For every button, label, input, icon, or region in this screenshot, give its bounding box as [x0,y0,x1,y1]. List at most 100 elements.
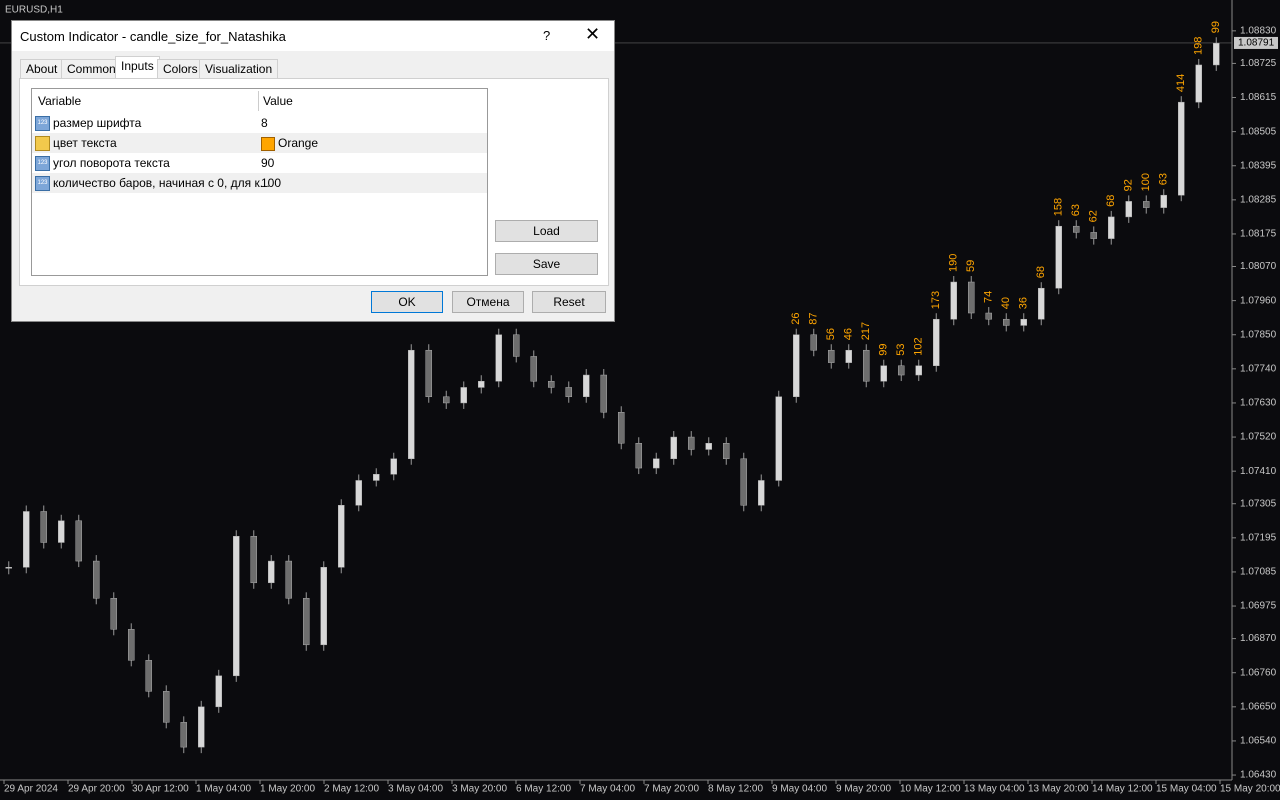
tab[interactable]: Visualization [199,59,279,78]
cell: 90 [261,156,275,170]
tab[interactable]: About [20,59,64,78]
inputs-table: Variable Value 123 размер шрифта 8 цвет те… [31,88,488,276]
size-label: 190 [948,254,960,272]
candle [1178,101,1185,196]
load-button[interactable]: Load [495,220,598,242]
candle [285,560,292,599]
y-tick-label: 1.08615 [1240,92,1277,103]
candle [495,334,502,382]
row[interactable]: 123 количество баров, начиная с 0, для к.… [32,173,487,193]
size-label: 198 [1193,37,1205,55]
size-label: 63 [1158,173,1170,185]
candle [1020,318,1027,326]
candle [40,511,47,543]
x-tick-label: 7 May 04:00 [580,784,635,795]
candle [898,365,905,376]
candle [530,356,537,382]
candle [670,436,677,460]
y-tick-label: 1.07520 [1240,432,1277,443]
candle [758,480,765,506]
candle [128,629,135,661]
x-tick-label: 29 Apr 20:00 [68,784,125,795]
size-label: 414 [1175,74,1187,92]
save-button[interactable]: Save [495,253,598,275]
candle [390,458,397,475]
x-tick-label: 13 May 04:00 [964,784,1025,795]
candle [443,396,450,404]
cell: цвет текста [53,136,117,150]
size-label: 40 [1000,297,1012,309]
candle [163,691,170,723]
x-tick-label: 2 May 12:00 [324,784,379,795]
tab[interactable]: Common [61,59,122,78]
y-tick-label: 1.07085 [1240,567,1277,578]
cell: угол поворота текста [53,156,170,170]
dialog-title: Custom Indicator - candle_size_for_Natas… [20,29,286,44]
size-label: 46 [843,328,855,340]
size-label: 68 [1035,266,1047,278]
candle [75,520,82,562]
y-tick-label: 1.07410 [1240,466,1277,477]
size-label: 74 [983,291,995,303]
x-tick-label: 1 May 20:00 [260,784,315,795]
tab[interactable]: Inputs [115,56,160,79]
cell: Orange [278,136,319,150]
x-tick-label: 3 May 04:00 [388,784,443,795]
candle [548,380,555,388]
row[interactable]: 123 угол поворота текста 90 [32,153,487,173]
candle [933,318,940,366]
candle [1213,43,1220,66]
candle [338,505,345,568]
y-tick-label: 1.08285 [1240,194,1277,205]
y-tick-label: 1.08725 [1240,58,1277,69]
current-price: 1.08791 [1238,38,1275,49]
price-box [1234,36,1278,49]
symbol-label: EURUSD,H1 [5,5,63,16]
row[interactable]: 123 размер шрифта 8 [32,113,487,133]
cell: 8 [261,116,268,130]
candle [915,365,922,376]
candle [845,349,852,363]
size-label: 217 [860,322,872,340]
y-tick-label: 1.07740 [1240,363,1277,374]
candle [740,458,747,506]
candle [600,374,607,413]
size-label: 62 [1088,210,1100,222]
candle [513,334,520,357]
size-label: 100 [1140,173,1152,191]
candle [723,443,730,460]
x-tick-label: 30 Apr 12:00 [132,784,189,795]
size-label: 87 [808,312,820,324]
candle [250,536,257,584]
candle [1038,287,1045,320]
x-tick-label: 14 May 12:00 [1092,784,1153,795]
candle [985,312,992,320]
candle [303,598,310,646]
x-tick-label: 13 May 20:00 [1028,784,1089,795]
x-tick-label: 3 May 20:00 [452,784,507,795]
cancel-button[interactable]: Отмена [452,291,524,313]
y-tick-label: 1.06650 [1240,701,1277,712]
size-label: 68 [1105,195,1117,207]
y-tick-label: 1.08175 [1240,229,1277,240]
close-button[interactable]: ✕ [585,24,601,44]
candle [145,660,152,692]
y-tick-label: 1.08070 [1240,261,1277,272]
candle [198,706,205,748]
candle [460,387,467,404]
row[interactable]: цвет текста Orange [32,133,487,153]
x-tick-label: 7 May 20:00 [644,784,699,795]
y-tick-label: 1.06870 [1240,633,1277,644]
ok-button[interactable]: OK [371,291,443,313]
candle [583,374,590,397]
candle [1160,194,1167,208]
help-button[interactable]: ? [543,28,551,43]
candle [1143,201,1150,208]
candle [968,281,975,314]
tab[interactable]: Colors [157,59,204,78]
y-tick-label: 1.06975 [1240,601,1277,612]
reset-button[interactable]: Reset [532,291,606,313]
candle [635,443,642,469]
